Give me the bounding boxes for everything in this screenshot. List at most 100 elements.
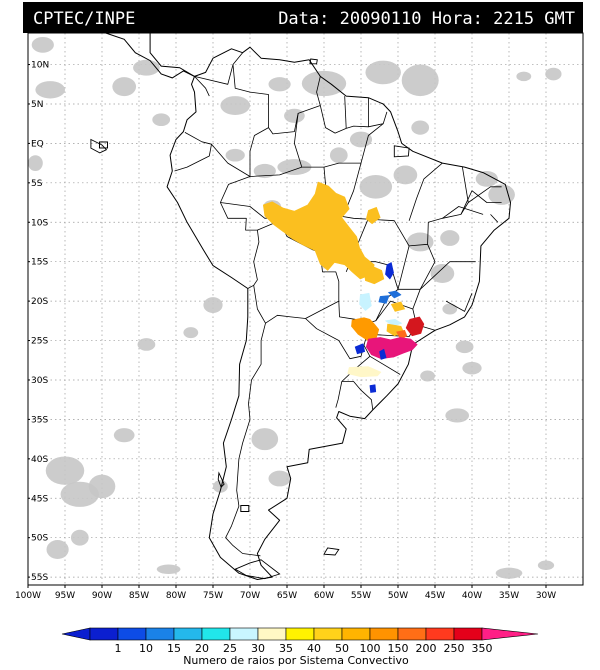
- cloud-patch: [45, 456, 85, 485]
- lon-label: 55W: [351, 591, 371, 601]
- colorbar-swatch: [285, 627, 315, 641]
- border-line: [445, 293, 473, 312]
- colorbar-arrow-right: [481, 627, 539, 641]
- convective-system: [359, 292, 372, 311]
- cloud-patch: [545, 67, 562, 81]
- colorbar-label: 50: [335, 642, 349, 655]
- convective-system: [379, 348, 387, 360]
- island-coastline: [393, 145, 410, 158]
- satellite-cloud-layer: [28, 36, 562, 579]
- lon-label: 45W: [425, 591, 445, 601]
- lat-label: 10N: [31, 61, 49, 71]
- colorbar-swatch: [397, 627, 427, 641]
- island-coastline: [323, 547, 340, 556]
- cloud-patch: [301, 70, 347, 97]
- convective-system: [378, 295, 390, 304]
- border-line: [468, 186, 502, 203]
- lat-label: 35S: [31, 415, 48, 425]
- convective-system: [347, 366, 382, 378]
- lon-label: 65W: [277, 591, 297, 601]
- cloud-patch: [268, 77, 291, 92]
- map-marker: [240, 505, 250, 513]
- convective-system: [263, 181, 375, 280]
- island-coastline: [90, 138, 108, 154]
- cloud-patch: [440, 230, 460, 246]
- lat-label: 5N: [31, 100, 43, 110]
- cloud-patch: [31, 36, 54, 53]
- colorbar-label: 150: [388, 642, 409, 655]
- convective-system: [405, 316, 425, 337]
- border-line: [335, 345, 371, 408]
- cloud-patch: [420, 370, 435, 382]
- header-agency: CPTEC/INPE: [33, 9, 135, 29]
- convective-system: [365, 207, 381, 225]
- border-line: [174, 132, 212, 172]
- lat-label: 15S: [31, 258, 48, 268]
- cloud-patch: [401, 64, 439, 97]
- cloud-patch: [253, 163, 276, 179]
- border-line: [211, 127, 269, 177]
- border-line: [194, 52, 243, 85]
- cloud-patch: [393, 165, 418, 185]
- colorbar-label: 40: [307, 642, 321, 655]
- colorbar-label: 35: [279, 642, 293, 655]
- colorbar-swatch: [453, 627, 483, 641]
- lon-label: 95W: [55, 591, 75, 601]
- central-america-coastline: [104, 33, 195, 79]
- border-line: [369, 355, 401, 375]
- cloud-patch: [112, 77, 137, 97]
- lon-label: 40W: [462, 591, 482, 601]
- cloud-patch: [152, 113, 171, 127]
- cloud-patch: [359, 174, 393, 199]
- lat-label: 40S: [31, 455, 48, 465]
- border-line: [344, 96, 347, 129]
- map-marker: [98, 141, 108, 149]
- longitude-labels: 100W 95W 90W 85W 80W 75W 70W 65W 60W 55W 50W 45W 40W…: [15, 585, 556, 601]
- colorbar-label: 200: [416, 642, 437, 655]
- colorbar-label: 20: [195, 642, 209, 655]
- lon-label: 30W: [536, 591, 556, 601]
- lon-label: 75W: [203, 591, 223, 601]
- header-bar: [23, 2, 583, 33]
- cloud-patch: [411, 120, 430, 135]
- cloud-patch: [462, 361, 482, 375]
- border-line: [319, 105, 388, 134]
- cloud-patch: [284, 108, 305, 123]
- border-line: [490, 214, 499, 223]
- cloud-patch: [203, 297, 223, 313]
- colorbar-label: 100: [360, 642, 381, 655]
- lon-label: 85W: [129, 591, 149, 601]
- border-line: [194, 76, 210, 97]
- cloud-patch: [442, 303, 458, 315]
- border-line: [442, 206, 484, 219]
- colorbar-swatch: [229, 627, 259, 641]
- cloud-patch: [537, 560, 555, 571]
- lon-label: 90W: [92, 591, 112, 601]
- border-line: [408, 162, 443, 221]
- cloud-patch: [220, 96, 250, 116]
- cloud-patch: [28, 155, 43, 171]
- lat-label: 5S: [31, 179, 43, 189]
- colorbar-label: 350: [472, 642, 493, 655]
- cloud-patch: [277, 159, 312, 175]
- lon-label: 50W: [388, 591, 408, 601]
- colorbar-label: 250: [444, 642, 465, 655]
- map-markers: [98, 141, 250, 513]
- cloud-patch: [430, 264, 455, 283]
- lon-label: 80W: [166, 591, 186, 601]
- border-line: [225, 323, 266, 557]
- island-coastline: [309, 58, 318, 65]
- cloud-patch: [251, 428, 279, 451]
- colorbar-swatch: [425, 627, 455, 641]
- convective-system: [385, 262, 394, 280]
- border-line: [460, 190, 502, 215]
- border-line: [341, 381, 374, 410]
- convective-system: [363, 266, 385, 285]
- cloud-patch: [475, 171, 498, 187]
- lat-label: 55S: [31, 573, 48, 583]
- border-line: [249, 166, 302, 177]
- cloud-patch: [35, 81, 65, 99]
- island-coastline: [234, 559, 281, 580]
- lat-label: 30S: [31, 376, 48, 386]
- cloud-patch: [137, 338, 156, 351]
